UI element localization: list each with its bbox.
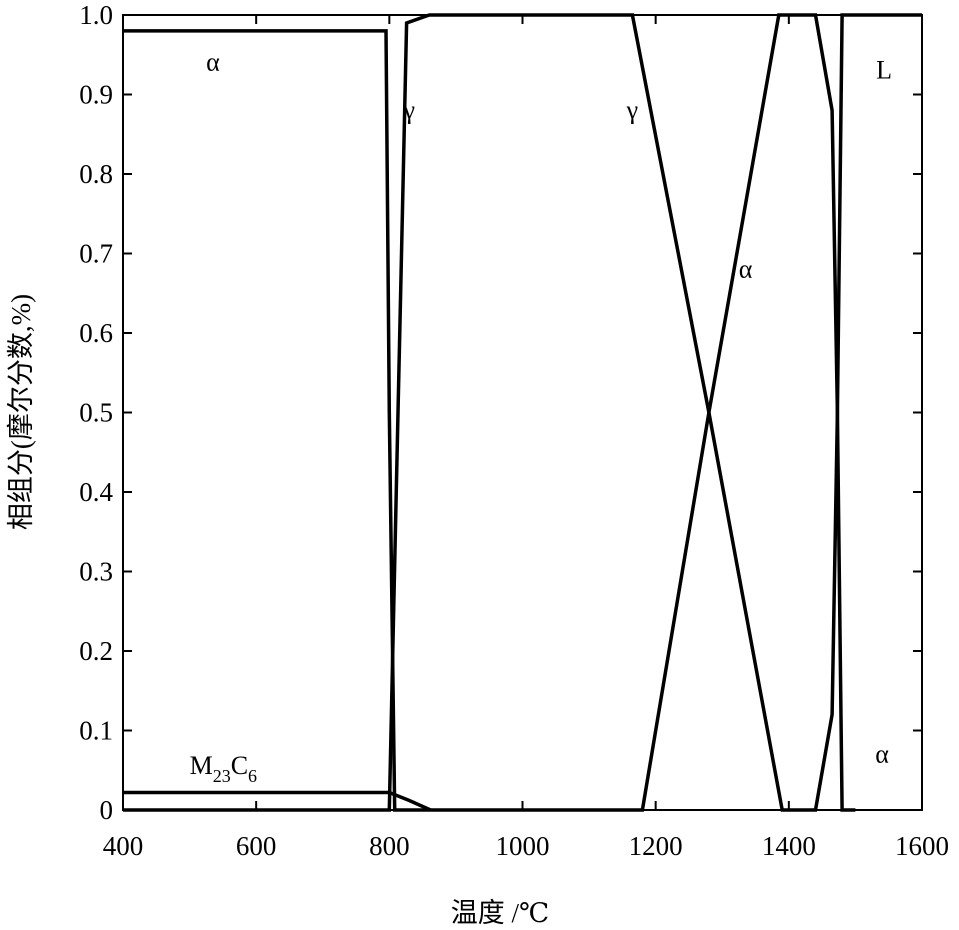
x-tick-label: 800	[369, 831, 410, 861]
y-tick-label: 0.6	[79, 318, 113, 348]
series-label: α	[206, 48, 220, 77]
y-tick-label: 0.8	[79, 159, 113, 189]
series-line-γ	[123, 15, 922, 810]
series-label-m23c6: M23C6	[190, 751, 257, 786]
x-tick-label: 1000	[496, 831, 550, 861]
y-axis-title: 相组分(摩尔分数,%)	[6, 294, 36, 530]
series-label: γ	[626, 95, 639, 124]
x-tick-label: 400	[103, 831, 144, 861]
y-tick-label: 0.3	[79, 557, 113, 587]
y-tick-label: 0.9	[79, 80, 113, 110]
x-tick-label: 1600	[895, 831, 949, 861]
y-tick-label: 0.7	[79, 239, 113, 269]
series-line-α	[123, 15, 855, 810]
series-layer	[123, 15, 922, 810]
y-tick-label: 1.0	[79, 0, 113, 30]
x-axis-title: 温度 /℃	[451, 898, 549, 928]
series-label: α	[875, 739, 889, 768]
plot-frame	[123, 15, 922, 810]
series-line-m23c6	[123, 793, 431, 811]
labels-layer: α γ γ α Lα M23C6	[190, 48, 892, 787]
series-label: α	[739, 254, 753, 283]
series-label: L	[876, 56, 892, 85]
x-tick-label: 600	[236, 831, 277, 861]
axes: 400 600 800 1000 1200 1400 1600 0 0.1 0.2 0.3 0.4 0.…	[79, 0, 949, 861]
x-tick-label: 1400	[762, 831, 816, 861]
x-tick-label: 1200	[629, 831, 683, 861]
y-tick-label: 0	[100, 795, 114, 825]
series-label: γ	[403, 95, 416, 124]
y-tick-label: 0.5	[79, 398, 113, 428]
y-tick-label: 0.1	[79, 716, 113, 746]
y-tick-label: 0.2	[79, 636, 113, 666]
y-tick-label: 0.4	[79, 477, 113, 507]
